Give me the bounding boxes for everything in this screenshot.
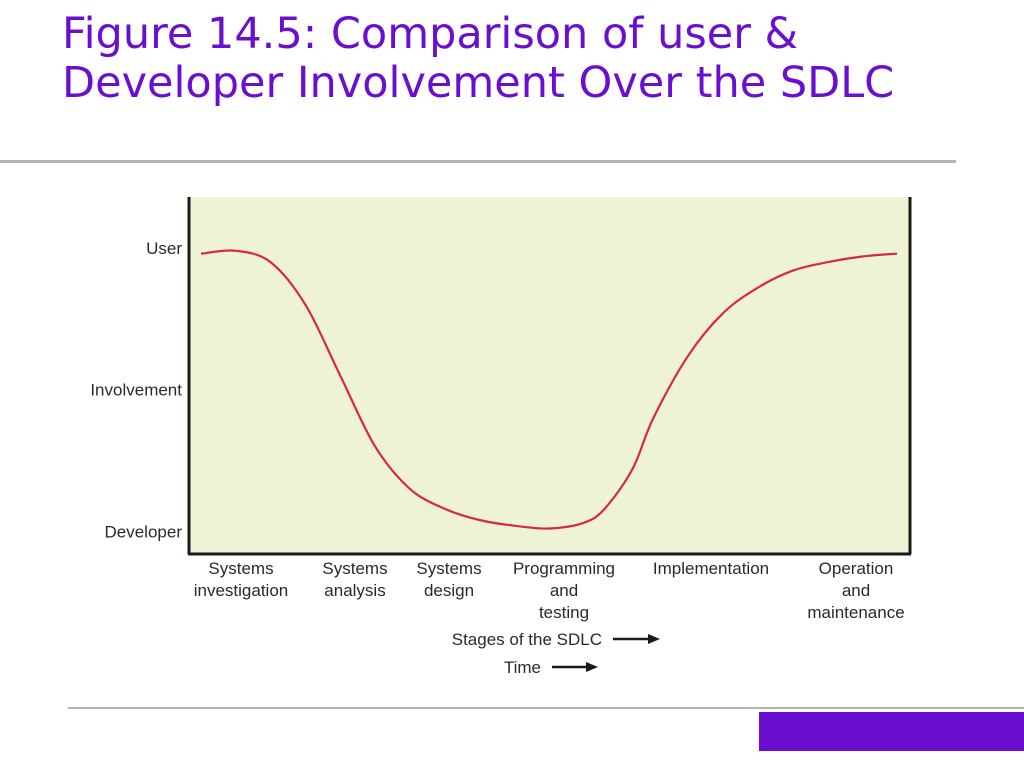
time-arrow-icon: [552, 662, 598, 672]
title-divider: [0, 160, 956, 163]
y-tick-label: Developer: [105, 522, 183, 541]
x-tick-label: Systems investigation: [194, 559, 289, 600]
y-tick-labels: User Involvement Developer: [90, 239, 182, 541]
stages-axis-label: Stages of the SDLC: [452, 630, 602, 649]
x-tick-label: Programming and testing: [513, 559, 615, 622]
involvement-curve: [200, 249, 898, 530]
x-tick-labels: Systems investigation Systems analysis Syste…: [194, 559, 905, 622]
slide-title: Figure 14.5: Comparison of user & Develo…: [62, 9, 895, 108]
x-tick-label: Systems analysis: [322, 559, 387, 600]
stages-arrow-icon: [613, 634, 660, 644]
y-tick-label: Involvement: [90, 381, 182, 400]
plot-background: [189, 197, 910, 554]
x-tick-label: Operation and maintenance: [807, 559, 904, 622]
x-tick-label: Systems design: [416, 559, 481, 600]
time-axis-label: Time: [504, 658, 541, 677]
footer-divider: [68, 707, 1024, 709]
y-tick-label: User: [146, 239, 182, 258]
accent-bar: [759, 712, 1024, 751]
x-tick-label: Implementation: [653, 559, 769, 578]
